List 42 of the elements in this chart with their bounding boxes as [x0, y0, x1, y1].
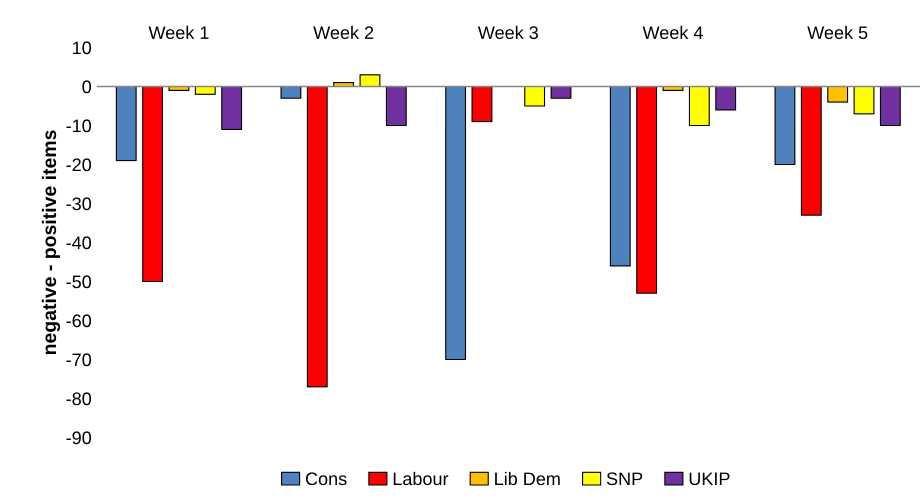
- y-tick-label: -20: [66, 158, 92, 172]
- bar: [800, 86, 822, 216]
- legend-label: Cons: [306, 472, 347, 486]
- y-tick-label: -40: [66, 236, 92, 250]
- x-tick-label: Week 4: [642, 26, 703, 40]
- x-tick-label: Week 1: [148, 26, 209, 40]
- y-tick-label: -70: [66, 353, 92, 366]
- bar: [472, 86, 492, 122]
- bar: [280, 86, 302, 99]
- bar: [445, 86, 466, 360]
- y-tick-label: -30: [66, 197, 92, 210]
- x-tick-label: Week 3: [478, 26, 538, 40]
- y-axis-title: negative - positive items: [42, 130, 60, 354]
- x-tick-label: Week 5: [807, 26, 868, 40]
- y-tick-label: -50: [66, 275, 92, 288]
- bar: [854, 86, 874, 114]
- bar: [774, 86, 796, 166]
- legend-label: Labour: [394, 472, 448, 486]
- bar: [715, 86, 736, 110]
- bar: [142, 86, 164, 282]
- x-tick-label: Week 2: [313, 26, 374, 40]
- bar: [880, 86, 901, 126]
- bar: [610, 86, 631, 266]
- y-tick-label: 10: [73, 41, 92, 54]
- bar: [386, 86, 407, 126]
- y-tick-label: -10: [66, 119, 92, 132]
- bar: [550, 86, 572, 99]
- bar: [221, 86, 242, 130]
- bar: [688, 86, 710, 126]
- bar: [827, 86, 848, 103]
- bar: [306, 86, 328, 388]
- bar: [636, 86, 658, 294]
- bar: [524, 86, 546, 107]
- legend-label: UKIP: [690, 472, 730, 486]
- bar: [360, 74, 380, 88]
- bar: [116, 86, 137, 162]
- legend-label: Lib Dem: [495, 472, 560, 486]
- y-tick-label: -80: [66, 392, 92, 406]
- y-tick-label: 0: [82, 80, 92, 94]
- legend-label: SNP: [606, 472, 642, 486]
- y-tick-label: -90: [66, 431, 92, 444]
- y-tick-label: -60: [66, 314, 92, 328]
